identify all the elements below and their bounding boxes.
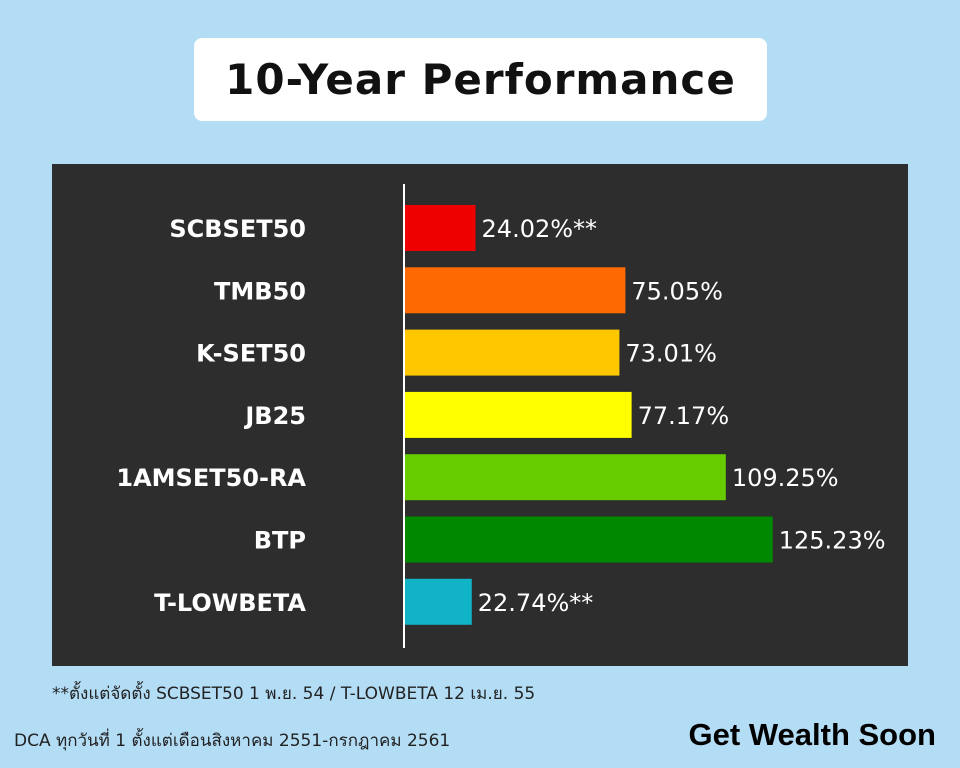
footnote: **ตั้งแต่จัดตั้ง SCBSET50 1 พ.ย. 54 / T-… (52, 684, 536, 704)
category-label: 1AMSET50-RA (116, 464, 306, 492)
value-label: 125.23% (779, 527, 886, 555)
brand-logo-text: Get Wealth Soon (688, 717, 936, 752)
bar-k-set50 (405, 329, 620, 376)
category-label: SCBSET50 (169, 215, 306, 243)
bar-1amset50-ra (405, 454, 726, 501)
bar-chart: SCBSET50 24.02%** TMB50 75.05% K-SET50 73.01%… (116, 184, 886, 648)
title-box: 10-Year Performance (194, 38, 767, 121)
bar-tmb50 (405, 267, 626, 314)
category-label: T-LOWBETA (154, 589, 306, 617)
bar-scbset50 (405, 205, 476, 251)
category-label: JB25 (243, 402, 306, 430)
chart-title: 10-Year Performance (225, 55, 736, 104)
value-label: 75.05% (631, 277, 723, 305)
value-label: 24.02%** (482, 215, 598, 243)
category-label: BTP (254, 527, 306, 555)
value-label: 109.25% (732, 464, 839, 492)
value-label: 22.74%** (478, 589, 594, 617)
bar-jb25 (405, 391, 632, 438)
bar-btp (405, 516, 773, 563)
value-label: 77.17% (638, 402, 730, 430)
chart-panel: SCBSET50 24.02%** TMB50 75.05% K-SET50 73.01%… (52, 164, 908, 666)
dca-note: DCA ทุกวันที่ 1 ตั้งแต่เดือนสิงหาคม 2551… (14, 731, 451, 751)
value-label: 73.01% (625, 340, 717, 368)
category-label: TMB50 (214, 277, 306, 305)
bar-t-lowbeta (405, 578, 472, 625)
category-label: K-SET50 (196, 340, 306, 368)
bars-group: SCBSET50 24.02%** TMB50 75.05% K-SET50 73.01%… (116, 205, 886, 625)
